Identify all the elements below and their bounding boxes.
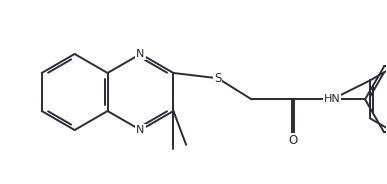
Text: S: S	[214, 72, 221, 85]
Text: N: N	[136, 125, 145, 135]
Text: N: N	[136, 49, 145, 59]
Text: HN: HN	[324, 94, 340, 104]
Text: O: O	[288, 134, 298, 147]
